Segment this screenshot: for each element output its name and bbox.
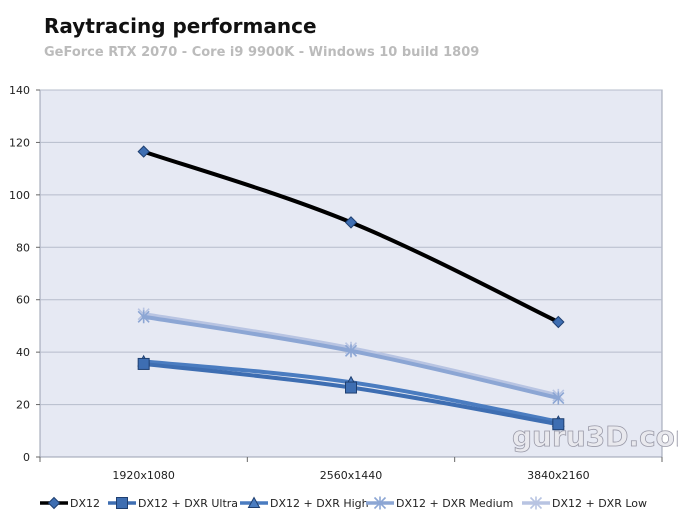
legend: DX12 DX12 + DXR Ultra DX12 + DXR High DX12 … <box>40 496 647 510</box>
legend-marker <box>529 496 543 510</box>
legend-marker <box>247 496 261 508</box>
y-tick-label: 0 <box>23 451 30 464</box>
watermark-logo: guru3D.com <box>512 420 678 453</box>
x-axis-ticks: 1920x1080 2560x1440 3840x2160 <box>39 457 663 482</box>
y-tick-label: 100 <box>9 189 30 202</box>
plot-area <box>39 89 663 458</box>
data-point <box>137 357 150 370</box>
series-group <box>137 145 565 431</box>
legend-label: DX12 + DXR High <box>270 497 369 510</box>
legend-label: DX12 + DXR Low <box>552 497 647 510</box>
data-point <box>344 216 358 229</box>
legend-item: DX12 + DXR Medium <box>366 496 513 510</box>
legend-marker <box>373 496 387 510</box>
y-tick-label: 120 <box>9 136 30 149</box>
y-tick-label: 80 <box>16 241 30 254</box>
legend-marker <box>47 496 61 510</box>
legend-item: DX12 <box>40 496 100 510</box>
data-point <box>137 310 150 324</box>
series-3 <box>137 310 565 405</box>
data-point <box>552 315 565 329</box>
legend-item: DX12 + DXR Ultra <box>108 497 238 510</box>
legend-item: DX12 + DXR Low <box>522 496 647 510</box>
data-point <box>552 418 565 431</box>
x-tick-label: 1920x1080 <box>112 469 175 482</box>
y-tick-label: 60 <box>16 294 30 307</box>
y-tick-label: 20 <box>16 399 30 412</box>
legend-marker <box>116 497 128 509</box>
chart-subtitle: GeForce RTX 2070 - Core i9 9900K - Windo… <box>44 45 480 60</box>
legend-item: DX12 + DXR High <box>240 496 369 510</box>
data-point <box>344 344 358 358</box>
chart-title: Raytracing performance <box>44 14 317 38</box>
series-0 <box>137 145 565 329</box>
data-point <box>552 391 565 405</box>
x-tick-label: 2560x1440 <box>320 469 383 482</box>
legend-label: DX12 <box>70 497 100 510</box>
legend-label: DX12 + DXR Ultra <box>138 497 238 510</box>
y-tick-label: 40 <box>16 346 30 359</box>
data-point <box>137 145 150 158</box>
y-tick-label: 140 <box>9 84 30 97</box>
x-tick-label: 3840x2160 <box>527 469 590 482</box>
data-point <box>345 381 357 394</box>
series-1 <box>137 357 565 431</box>
y-axis-ticks: 0 20 40 60 80 100 120 140 <box>9 84 40 464</box>
legend-label: DX12 + DXR Medium <box>396 497 513 510</box>
